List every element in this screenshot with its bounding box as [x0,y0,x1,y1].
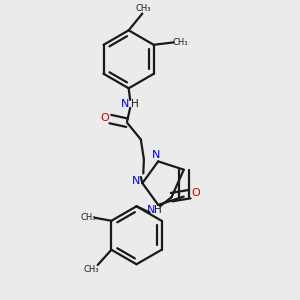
Text: H: H [154,205,162,215]
Text: CH₃: CH₃ [80,213,96,222]
Text: N: N [131,176,140,186]
Text: H: H [131,98,139,109]
Text: O: O [191,188,200,199]
Text: CH₃: CH₃ [172,38,188,47]
Text: O: O [100,113,109,124]
Text: N: N [152,150,160,160]
Text: N: N [147,205,155,215]
Text: CH₃: CH₃ [135,4,151,13]
Text: N: N [121,99,129,109]
Text: CH₃: CH₃ [83,265,99,274]
